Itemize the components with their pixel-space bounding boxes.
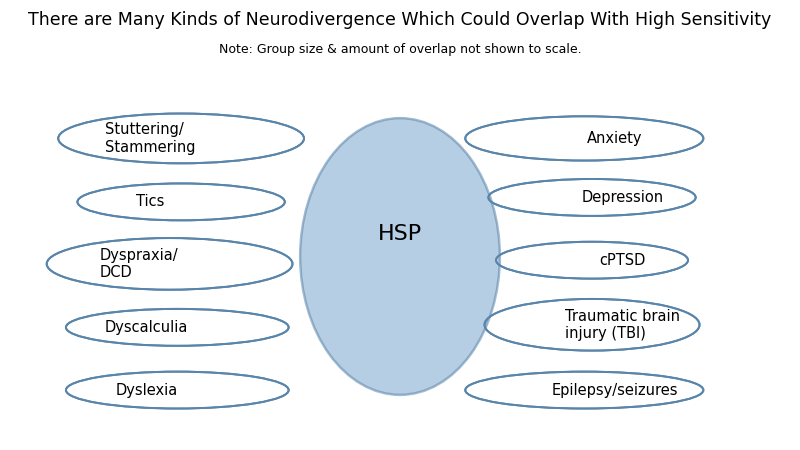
Text: Depression: Depression [582, 190, 664, 205]
Text: Epilepsy/seizures: Epilepsy/seizures [552, 382, 678, 398]
Ellipse shape [46, 238, 293, 290]
Text: Traumatic brain
injury (TBI): Traumatic brain injury (TBI) [566, 309, 680, 341]
Ellipse shape [66, 309, 289, 346]
Text: Note: Group size & amount of overlap not shown to scale.: Note: Group size & amount of overlap not… [218, 43, 582, 56]
Ellipse shape [496, 242, 688, 279]
Text: Anxiety: Anxiety [587, 131, 642, 146]
Text: cPTSD: cPTSD [599, 253, 646, 268]
Text: Dyspraxia/
DCD: Dyspraxia/ DCD [99, 248, 178, 280]
Text: HSP: HSP [378, 225, 422, 244]
Ellipse shape [466, 116, 703, 161]
Ellipse shape [66, 372, 289, 409]
Ellipse shape [300, 118, 500, 395]
Ellipse shape [58, 113, 304, 163]
Ellipse shape [488, 179, 696, 216]
Ellipse shape [466, 372, 703, 409]
Text: Dyscalculia: Dyscalculia [105, 320, 188, 335]
Ellipse shape [485, 299, 699, 351]
Text: There are Many Kinds of Neurodivergence Which Could Overlap With High Sensitivit: There are Many Kinds of Neurodivergence … [28, 11, 772, 29]
Text: Stuttering/
Stammering: Stuttering/ Stammering [105, 122, 196, 155]
Text: Tics: Tics [136, 194, 165, 209]
Text: Dyslexia: Dyslexia [115, 382, 178, 398]
Ellipse shape [78, 184, 285, 220]
